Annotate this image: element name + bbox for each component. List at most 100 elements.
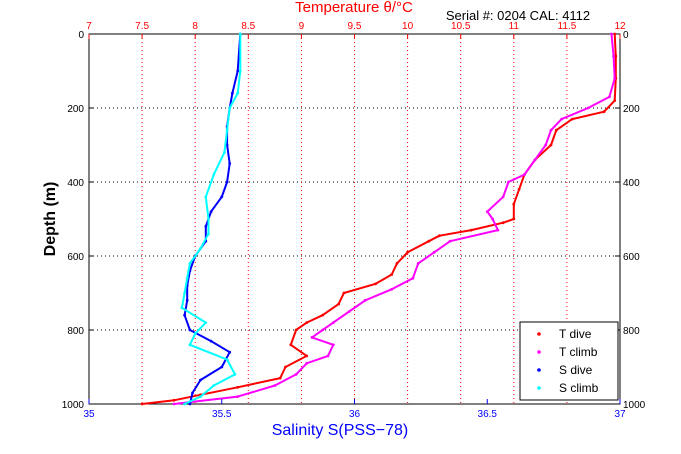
- data-point-t-climb: [507, 180, 510, 184]
- depth-tick-label: 1000: [623, 400, 646, 411]
- data-point-t-climb: [331, 343, 335, 347]
- temperature-tick-label: 11.5: [558, 21, 577, 32]
- data-point-t-climb: [305, 361, 309, 365]
- data-point-t-climb: [523, 173, 526, 177]
- data-point-s-climb: [204, 321, 208, 324]
- serial-cal-text: Serial #: 0204 CAL: 4112: [446, 8, 590, 23]
- data-point-s-dive: [188, 402, 192, 406]
- data-point-s-dive: [231, 91, 234, 95]
- data-point-t-climb: [549, 128, 553, 132]
- temperature-tick-label: 10.5: [451, 21, 471, 32]
- depth-tick-label: 0: [623, 30, 629, 41]
- data-point-s-climb: [199, 395, 202, 398]
- legend-label: T dive: [559, 327, 592, 341]
- depth-tick-label: 200: [67, 104, 84, 115]
- depth-tick-label: 600: [623, 252, 640, 263]
- data-point-s-dive: [228, 350, 232, 354]
- data-point-t-climb: [310, 336, 314, 339]
- data-point-s-dive: [225, 180, 229, 184]
- data-point-t-climb: [533, 158, 537, 162]
- temperature-tick-label: 7: [86, 21, 92, 32]
- legend-label: T climb: [559, 345, 598, 359]
- data-point-t-climb: [610, 32, 613, 36]
- data-point-s-climb: [228, 106, 232, 110]
- data-point-t-climb: [236, 395, 240, 398]
- data-point-s-climb: [236, 91, 240, 95]
- data-point-t-dive: [395, 262, 399, 265]
- data-point-t-dive: [140, 402, 144, 406]
- data-point-t-climb: [331, 321, 335, 324]
- legend-marker: [537, 332, 541, 336]
- data-point-t-dive: [305, 321, 309, 324]
- series-t-dive: [140, 32, 618, 406]
- salinity-axis-label: Salinity S(PSS−78): [272, 422, 409, 439]
- temperature-tick-labels: 7 7.5 8 8.5 9 9.5 10 10.5 11 11.5 12: [86, 21, 626, 32]
- data-point-t-climb: [544, 143, 548, 147]
- data-point-t-climb: [485, 210, 489, 214]
- data-point-t-dive: [294, 328, 298, 332]
- temperature-axis-label: Temperature θ/°C: [295, 0, 413, 16]
- data-point-t-dive: [390, 273, 394, 276]
- data-point-t-climb: [363, 299, 367, 302]
- data-point-t-climb: [491, 217, 494, 221]
- data-point-t-climb: [390, 287, 394, 291]
- data-point-t-climb: [560, 117, 563, 121]
- data-point-t-dive: [172, 398, 176, 402]
- data-point-s-climb: [207, 217, 210, 221]
- salinity-tick-label: 35.5: [212, 409, 232, 420]
- horizontal-gridlines: [89, 33, 620, 405]
- data-point-t-climb: [496, 228, 500, 232]
- data-point-s-dive: [228, 162, 232, 165]
- data-point-s-dive: [220, 365, 224, 369]
- data-point-t-dive: [501, 221, 505, 225]
- data-point-t-climb: [448, 239, 452, 243]
- data-point-s-dive: [209, 210, 213, 214]
- data-point-s-climb: [204, 195, 208, 199]
- data-point-s-climb: [207, 232, 210, 236]
- depth-tick-label: 0: [78, 30, 84, 41]
- depth-tick-label: 600: [67, 252, 84, 263]
- data-point-s-dive: [199, 378, 202, 382]
- data-point-t-dive: [554, 128, 558, 132]
- data-point-t-dive: [278, 376, 282, 380]
- data-point-s-climb: [238, 32, 242, 36]
- data-point-s-climb: [188, 262, 192, 265]
- data-point-s-climb: [233, 373, 237, 376]
- temperature-tick-label: 12: [614, 21, 626, 32]
- legend-item-s-dive: S dive: [537, 363, 593, 377]
- data-point-t-dive: [469, 228, 473, 232]
- depth-tick-label: 1000: [62, 400, 85, 411]
- data-point-t-dive: [614, 54, 618, 58]
- data-point-t-dive: [438, 234, 441, 238]
- data-point-t-climb: [411, 276, 415, 280]
- series-s-climb: [180, 32, 242, 406]
- data-point-s-dive: [188, 328, 192, 332]
- data-point-t-climb: [612, 54, 615, 58]
- data-point-t-dive: [337, 302, 340, 306]
- data-point-s-climb: [183, 402, 187, 406]
- data-point-s-climb: [225, 358, 229, 361]
- data-point-t-dive: [342, 291, 346, 295]
- data-point-t-climb: [432, 250, 436, 254]
- depth-tick-label: 800: [623, 326, 640, 337]
- depth-tick-label: 800: [67, 326, 84, 337]
- data-point-t-climb: [416, 262, 420, 265]
- depth-tick-labels-left: 0 200 400 600 800 1000: [62, 30, 85, 411]
- data-point-s-dive: [220, 195, 224, 199]
- data-point-s-climb: [212, 384, 216, 387]
- data-point-s-climb: [238, 69, 242, 73]
- series-line-t-dive: [141, 33, 617, 405]
- salinity-tick-label: 36.5: [478, 409, 498, 420]
- data-point-s-dive: [209, 339, 213, 343]
- depth-tick-label: 400: [67, 178, 84, 189]
- data-point-s-climb: [188, 343, 192, 347]
- series-t-climb: [172, 32, 617, 406]
- series-layer: [140, 32, 618, 406]
- data-point-t-dive: [427, 239, 431, 243]
- depth-axis-label: Depth (m): [42, 182, 59, 257]
- data-point-s-dive: [225, 143, 229, 147]
- data-point-t-dive: [305, 354, 309, 358]
- data-point-t-climb: [501, 195, 505, 199]
- data-point-t-dive: [602, 110, 606, 114]
- legend-marker: [537, 368, 541, 372]
